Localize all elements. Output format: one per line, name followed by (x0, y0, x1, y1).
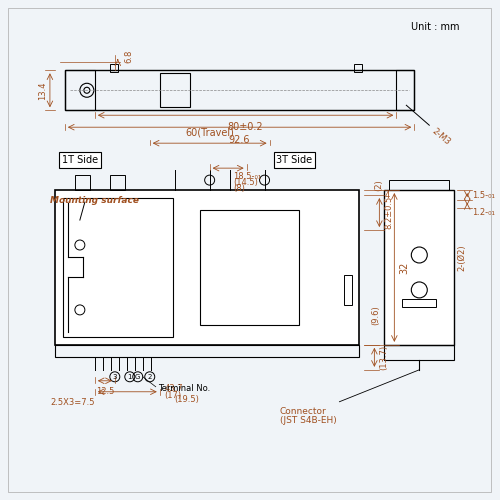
Bar (55, 345, 360, 357)
Text: 1T Side: 1T Side (62, 155, 98, 165)
Text: (8): (8) (233, 184, 245, 192)
Bar (354, 64, 362, 72)
Text: 6.8: 6.8 (125, 50, 134, 63)
Text: 2: 2 (148, 374, 152, 380)
Text: (9.6): (9.6) (372, 305, 380, 325)
Bar (65, 70, 95, 110)
Bar (110, 64, 118, 72)
Text: 32: 32 (400, 262, 409, 274)
Bar (390, 180, 449, 190)
Bar (396, 70, 414, 110)
Text: Connector: Connector (280, 406, 326, 416)
Text: 3: 3 (112, 374, 117, 380)
Bar (200, 210, 300, 325)
Text: 43.7: 43.7 (164, 384, 184, 394)
Bar (402, 299, 436, 307)
Bar (384, 190, 454, 345)
Text: 92.6: 92.6 (229, 135, 250, 145)
Text: 13.4: 13.4 (38, 81, 47, 100)
Text: 4: 4 (384, 190, 390, 200)
Bar (75, 175, 90, 190)
Bar (384, 345, 454, 360)
Text: (19.5): (19.5) (174, 395, 200, 404)
Text: (2): (2) (374, 179, 384, 191)
Bar (110, 175, 125, 190)
Text: (13.7): (13.7) (380, 345, 388, 370)
Text: 12.5: 12.5 (96, 387, 114, 396)
Text: 1: 1 (128, 374, 132, 380)
Text: 2-M3: 2-M3 (430, 126, 452, 146)
Bar (55, 190, 360, 345)
Text: 2-(Ø2): 2-(Ø2) (457, 244, 466, 271)
Bar (65, 70, 414, 110)
Text: (JST S4B-EH): (JST S4B-EH) (280, 416, 336, 424)
Text: Mounting surface: Mounting surface (50, 196, 139, 204)
Text: 60(Travel): 60(Travel) (185, 127, 234, 137)
Bar (63, 198, 172, 337)
Text: Terminal No.: Terminal No. (158, 384, 210, 394)
Text: 80±0.2: 80±0.2 (228, 122, 264, 132)
Bar (344, 275, 352, 305)
Text: 2.5X3=7.5: 2.5X3=7.5 (50, 398, 94, 407)
Text: 18.5-₀₁: 18.5-₀₁ (233, 172, 262, 180)
Text: (14.5): (14.5) (233, 178, 258, 186)
Text: (17): (17) (164, 392, 182, 400)
Bar (160, 74, 190, 107)
Text: 1.2-₀₁: 1.2-₀₁ (472, 208, 495, 216)
Text: G: G (135, 374, 140, 380)
Text: 3T Side: 3T Side (276, 155, 312, 165)
Text: 1.5-₀₁: 1.5-₀₁ (472, 190, 495, 200)
Text: 8.2±0.5: 8.2±0.5 (384, 196, 394, 229)
Text: Unit : mm: Unit : mm (410, 22, 459, 32)
